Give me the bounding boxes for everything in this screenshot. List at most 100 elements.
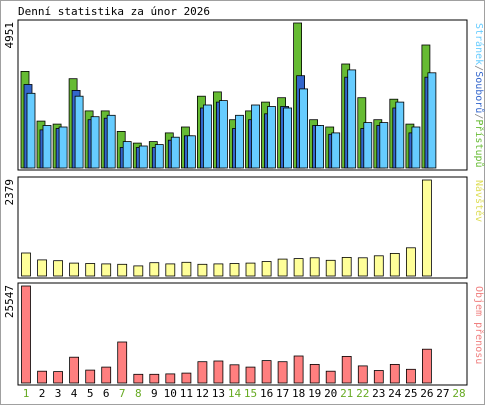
bar-volume-Objem přenosu-day-14 — [229, 364, 240, 384]
panel-traffic-max-label: 4951 — [3, 22, 16, 49]
bar-traffic-Stránek-day-11 — [186, 135, 196, 169]
bar-volume-Objem přenosu-day-4 — [69, 356, 79, 384]
bar-visits-Návštěv-day-18 — [293, 258, 304, 277]
bar-visits-Návštěv-day-23 — [373, 255, 384, 277]
bar-traffic-Stránek-day-1 — [26, 92, 36, 169]
x-tick-label: 6 — [103, 387, 110, 400]
bar-traffic-Stránek-day-17 — [283, 107, 293, 169]
bar-visits-Návštěv-day-24 — [389, 252, 400, 277]
x-tick-label: 26 — [420, 387, 433, 400]
panel-volume: 25547 Objem přenosu — [3, 282, 485, 386]
bar-visits-Návštěv-day-22 — [357, 257, 368, 277]
x-axis: 1 2 3 4 5 6 7 8 9 10 11 12 13 14 15 16 17 18 19 20 21 22 23 24 2… — [23, 387, 466, 400]
panel-visits-max-label: 2379 — [3, 179, 16, 206]
bar-volume-Objem přenosu-day-12 — [197, 361, 208, 384]
panel-traffic-legend: Stránek/Souborů/Přístupů — [473, 23, 485, 168]
bar-volume-Objem přenosu-day-13 — [213, 360, 224, 384]
bar-traffic-Stránek-day-2 — [42, 125, 52, 169]
bar-visits-Návštěv-day-6 — [101, 263, 112, 277]
legend-item: / — [473, 113, 484, 119]
bar-volume-Objem přenosu-day-25 — [405, 368, 416, 384]
x-tick-label: 11 — [180, 387, 193, 400]
x-tick-label: 18 — [292, 387, 305, 400]
bar-traffic-Stránek-day-7 — [122, 141, 132, 169]
x-tick-label: 1 — [23, 387, 30, 400]
x-tick-label: 13 — [212, 387, 225, 400]
bar-visits-Návštěv-day-16 — [261, 261, 272, 277]
bar-volume-Objem přenosu-day-11 — [181, 372, 192, 384]
bar-volume-Objem přenosu-day-2 — [37, 370, 47, 384]
bar-volume-Objem přenosu-day-24 — [389, 363, 400, 384]
bar-traffic-Stránek-day-10 — [170, 136, 180, 169]
bar-traffic-Stránek-day-19 — [315, 125, 325, 169]
x-tick-label: 15 — [244, 387, 257, 400]
bar-volume-Objem přenosu-day-1 — [21, 285, 31, 384]
x-tick-label: 2 — [39, 387, 46, 400]
x-tick-label: 16 — [260, 387, 273, 400]
bar-visits-Návštěv-day-4 — [69, 262, 79, 277]
panel-volume-max-label: 25547 — [3, 285, 16, 318]
bar-visits-Návštěv-day-25 — [405, 247, 416, 277]
bar-volume-Objem přenosu-day-17 — [277, 361, 288, 384]
bar-traffic-Stránek-day-25 — [411, 126, 421, 169]
legend-item: Návštěv — [473, 180, 485, 222]
bar-volume-Objem přenosu-day-7 — [117, 341, 128, 384]
legend-item: Přístupů — [473, 119, 485, 167]
bar-visits-Návštěv-day-3 — [53, 260, 63, 277]
bar-visits-Návštěv-day-10 — [165, 263, 176, 277]
x-tick-label: 27 — [436, 387, 449, 400]
x-tick-label: 19 — [308, 387, 321, 400]
bar-visits-Návštěv-day-7 — [117, 263, 128, 277]
bar-traffic-Stránek-day-16 — [267, 106, 276, 169]
bar-traffic-Stránek-day-5 — [90, 116, 100, 169]
bar-visits-Návštěv-day-5 — [85, 263, 96, 277]
bar-visits-Návštěv-day-2 — [37, 259, 47, 277]
bar-traffic-Stránek-day-13 — [218, 100, 228, 169]
bar-traffic-Stránek-day-6 — [106, 114, 116, 169]
bar-visits-Návštěv-day-20 — [325, 259, 336, 277]
bar-traffic-Stránek-day-23 — [379, 122, 389, 169]
bar-visits-Návštěv-day-11 — [181, 261, 192, 277]
bar-traffic-Stránek-day-24 — [395, 101, 405, 169]
bar-traffic-Stránek-day-26 — [427, 72, 437, 169]
x-tick-label: 20 — [324, 387, 337, 400]
x-tick-label: 14 — [228, 387, 242, 400]
bar-visits-Návštěv-day-14 — [229, 263, 240, 277]
bar-volume-Objem přenosu-day-23 — [373, 370, 384, 384]
bar-volume-Objem přenosu-day-6 — [101, 366, 112, 384]
bar-traffic-Stránek-day-4 — [74, 95, 84, 169]
bar-volume-Objem přenosu-day-15 — [245, 366, 256, 384]
bar-traffic-Stránek-day-22 — [363, 122, 373, 169]
x-tick-label: 12 — [196, 387, 209, 400]
bar-volume-Objem přenosu-day-8 — [133, 373, 144, 384]
bar-traffic-Stránek-day-3 — [58, 126, 68, 169]
bar-traffic-Stránek-day-14 — [235, 114, 244, 169]
legend-item: Stránek — [473, 23, 485, 65]
bar-visits-Návštěv-day-8 — [133, 265, 144, 277]
x-tick-label: 5 — [87, 387, 94, 400]
x-tick-label: 3 — [55, 387, 62, 400]
bar-volume-Objem přenosu-day-9 — [149, 373, 160, 384]
bar-traffic-Stránek-day-21 — [347, 69, 357, 169]
panel-traffic: 4951 Stránek/Souborů/Přístupů — [3, 19, 485, 171]
x-tick-label: 28 — [452, 387, 465, 400]
bar-traffic-Stránek-day-8 — [138, 145, 148, 169]
panel-visits: 2379 Návštěv — [3, 176, 485, 279]
bar-traffic-Stránek-day-15 — [251, 104, 260, 169]
bar-volume-Objem přenosu-day-19 — [309, 363, 320, 384]
x-tick-label: 22 — [356, 387, 369, 400]
panel-volume-legend: Objem přenosu — [473, 286, 485, 364]
chart-title: Denní statistika za únor 2026 — [18, 5, 210, 18]
bar-traffic-Stránek-day-12 — [202, 104, 212, 169]
bar-visits-Návštěv-day-9 — [149, 262, 160, 277]
bar-traffic-Stránek-day-18 — [299, 88, 309, 169]
x-tick-label: 23 — [372, 387, 385, 400]
bar-volume-Objem přenosu-day-21 — [341, 355, 352, 384]
bar-volume-Objem přenosu-day-3 — [53, 371, 63, 384]
x-tick-label: 8 — [135, 387, 142, 400]
bar-visits-Návštěv-day-15 — [245, 262, 256, 277]
bar-volume-Objem přenosu-day-22 — [357, 365, 368, 384]
bar-visits-Návštěv-day-13 — [213, 263, 224, 277]
